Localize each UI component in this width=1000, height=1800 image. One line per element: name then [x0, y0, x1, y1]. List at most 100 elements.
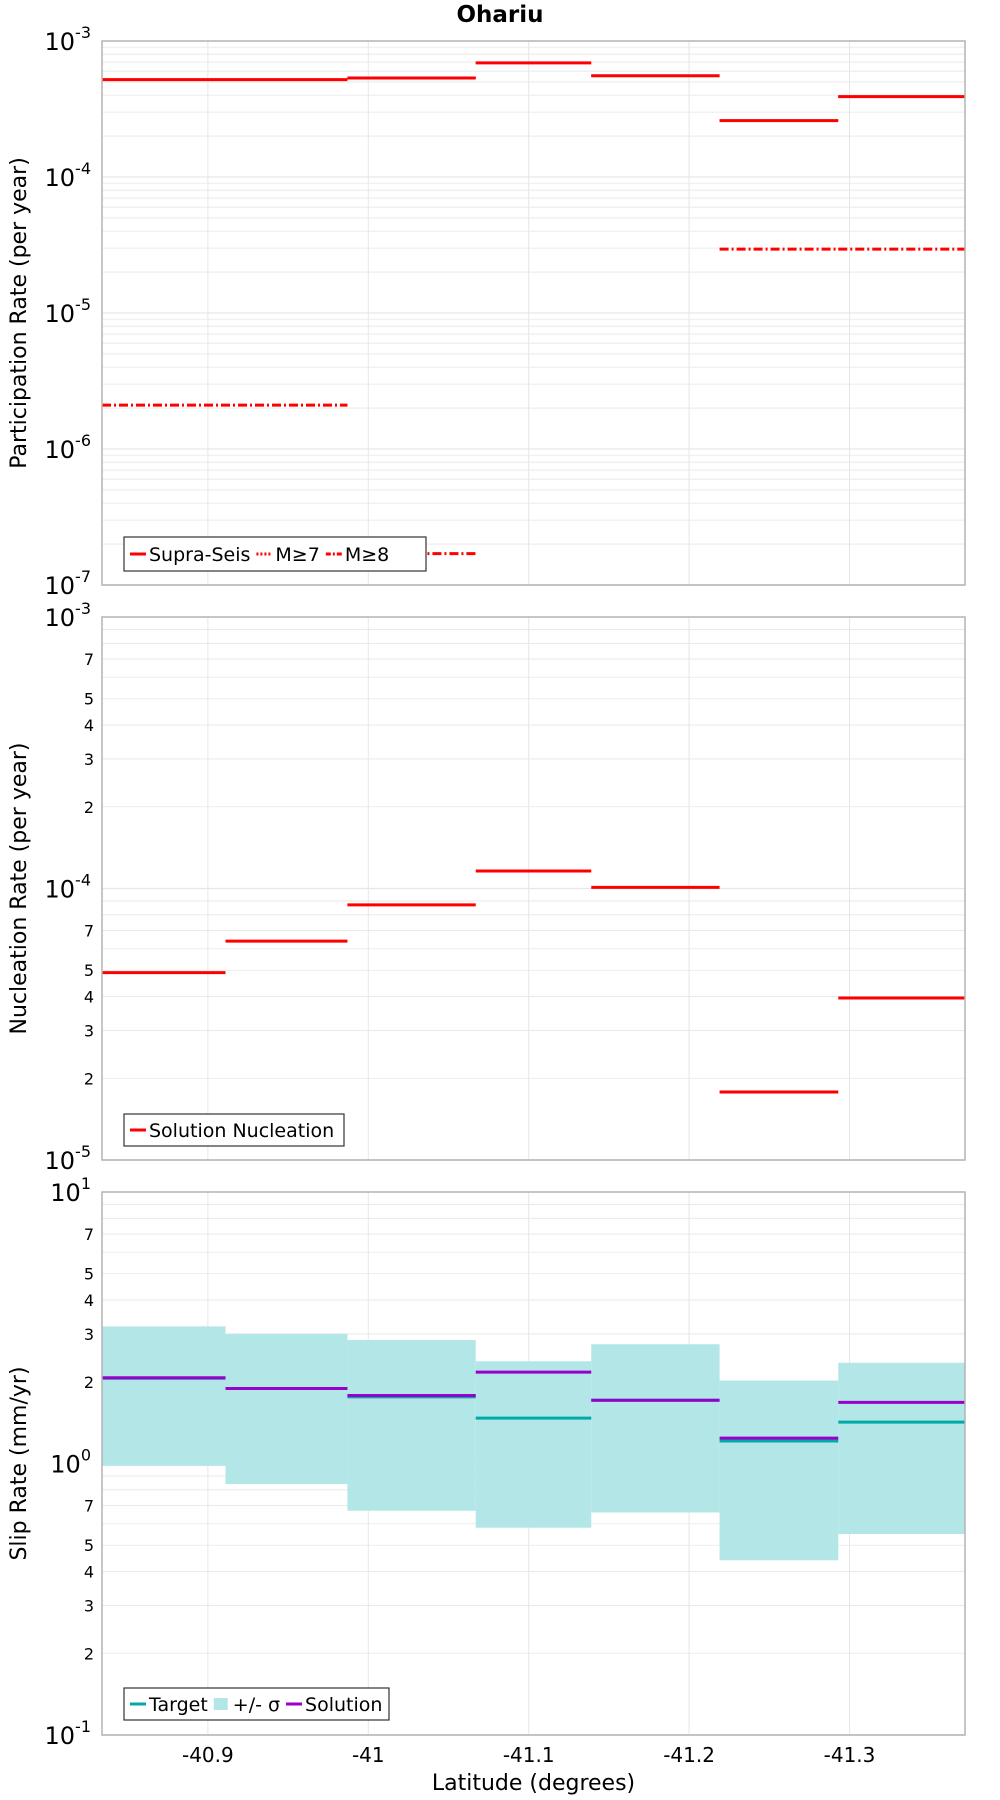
y-tick-exponent: -1 [75, 1717, 91, 1736]
y-tick-base: 10 [45, 28, 76, 56]
legend-label: Solution [305, 1694, 382, 1716]
y-tick-label: 10-3 [45, 599, 92, 632]
x-tick-label: -40.9 [182, 1743, 234, 1767]
y-tick-exponent: 1 [81, 1174, 91, 1193]
y-minor-tick-label: 4 [84, 988, 94, 1007]
y-tick-label: 10-4 [45, 159, 92, 192]
legend-item: M≥7 [256, 544, 320, 566]
series-dotted [102, 61, 965, 122]
grid [102, 617, 965, 1161]
sigma-band-segment [347, 1340, 476, 1511]
y-tick-base: 10 [45, 604, 76, 632]
legend-item: Solution [286, 1694, 382, 1716]
legend-label: M≥7 [275, 544, 319, 566]
y-tick-base: 10 [45, 164, 76, 192]
y-minor-tick-label: 7 [84, 1225, 94, 1244]
y-minor-tick-label: 2 [84, 1373, 94, 1392]
y-tick-base: 10 [45, 1147, 76, 1175]
y-tick-label: 101 [50, 1174, 91, 1207]
y-minor-tick-label: 5 [84, 1265, 94, 1284]
sigma-band-segment [225, 1333, 348, 1485]
plot-frame [101, 40, 966, 586]
y-tick-label: 10-1 [45, 1717, 92, 1750]
chart-title: Ohariu [456, 2, 543, 28]
y-tick-exponent: -4 [75, 871, 91, 890]
y-minor-tick-label: 7 [84, 922, 94, 941]
legend-swatch [213, 1698, 228, 1710]
sigma-band [102, 1326, 965, 1561]
y-axis-label: Nucleation Rate (per year) [7, 743, 32, 1035]
grid [102, 41, 965, 586]
y-minor-tick-label: 3 [84, 1325, 94, 1344]
y-minor-tick-label: 3 [84, 1021, 94, 1040]
sigma-band-segment [719, 1380, 839, 1561]
y-minor-tick-label: 5 [84, 1536, 94, 1555]
y-tick-label: 100 [50, 1446, 91, 1479]
sigma-band-segment [102, 1326, 226, 1466]
y-tick-base: 10 [45, 300, 76, 328]
legend-item: Target [130, 1694, 208, 1716]
y-tick-base: 10 [45, 572, 76, 600]
x-axis-label: Latitude (degrees) [432, 1771, 635, 1796]
y-minor-tick-label: 4 [84, 1291, 94, 1310]
sigma-band-segment [838, 1362, 965, 1534]
series-solid [102, 869, 965, 1094]
y-axis-label: Slip Rate (mm/yr) [7, 1366, 32, 1560]
legend-label: M≥8 [345, 544, 389, 566]
legend-item: Supra-Seis [130, 544, 250, 566]
series-solution [102, 1370, 965, 1440]
x-tick-label: -41.1 [503, 1743, 555, 1767]
y-minor-tick-label: 4 [84, 1563, 94, 1582]
x-tick-label: -41 [352, 1743, 385, 1767]
y-minor-tick-label: 2 [84, 1069, 94, 1088]
legend: Solution Nucleation [123, 1113, 345, 1147]
y-minor-tick-label: 7 [84, 1497, 94, 1516]
y-tick-base: 10 [50, 1451, 81, 1479]
legend-item: Solution Nucleation [130, 1120, 334, 1142]
x-tick-label: -41.3 [824, 1743, 876, 1767]
legend-box [123, 1687, 390, 1721]
y-minor-tick-label: 3 [84, 750, 94, 769]
y-tick-label: 10-6 [45, 431, 92, 464]
legend-box [123, 536, 427, 572]
y-tick-exponent: -5 [75, 1142, 91, 1161]
x-tick-label: -41.2 [663, 1743, 715, 1767]
y-tick-exponent: -4 [75, 159, 91, 178]
sigma-band-segment [591, 1344, 720, 1513]
legend-item: +/- σ [213, 1694, 280, 1716]
y-tick-label: 10-5 [45, 295, 92, 328]
y-minor-tick-label: 4 [84, 716, 94, 735]
y-axis-label: Participation Rate (per year) [7, 157, 32, 469]
y-tick-label: 10-5 [45, 1142, 92, 1175]
y-minor-tick-label: 2 [84, 1644, 94, 1663]
y-minor-tick-label: 5 [84, 690, 94, 709]
legend-label: Supra-Seis [149, 544, 250, 566]
y-tick-exponent: -7 [75, 567, 91, 586]
legend: Target +/- σ Solution [123, 1687, 390, 1721]
y-tick-base: 10 [45, 1722, 76, 1750]
y-tick-base: 10 [50, 1179, 81, 1207]
y-minor-tick-label: 2 [84, 798, 94, 817]
plot-frame [101, 616, 966, 1161]
plot-frame [101, 1191, 966, 1736]
y-tick-exponent: -3 [75, 599, 91, 618]
y-tick-base: 10 [45, 876, 76, 904]
y-minor-tick-label: 5 [84, 961, 94, 980]
y-tick-base: 10 [45, 436, 76, 464]
legend-box [123, 1113, 345, 1147]
legend-label: +/- σ [233, 1694, 280, 1716]
y-tick-exponent: -3 [75, 23, 91, 42]
legend: Supra-Seis M≥7 M≥8 [123, 536, 427, 572]
legend-label: Target [148, 1694, 208, 1716]
legend-label: Solution Nucleation [149, 1120, 334, 1142]
y-minor-tick-label: 7 [84, 650, 94, 669]
y-tick-label: 10-3 [45, 23, 92, 56]
y-tick-exponent: -6 [75, 431, 91, 450]
legend-item: M≥8 [325, 544, 389, 566]
y-tick-label: 10-7 [45, 567, 92, 600]
sigma-band-segment [475, 1361, 592, 1528]
y-tick-exponent: -5 [75, 295, 91, 314]
